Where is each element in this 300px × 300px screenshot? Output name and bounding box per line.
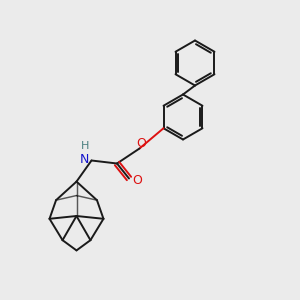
Text: O: O xyxy=(133,173,142,187)
Text: H: H xyxy=(81,141,89,152)
Text: O: O xyxy=(136,136,146,150)
Text: N: N xyxy=(80,153,90,166)
